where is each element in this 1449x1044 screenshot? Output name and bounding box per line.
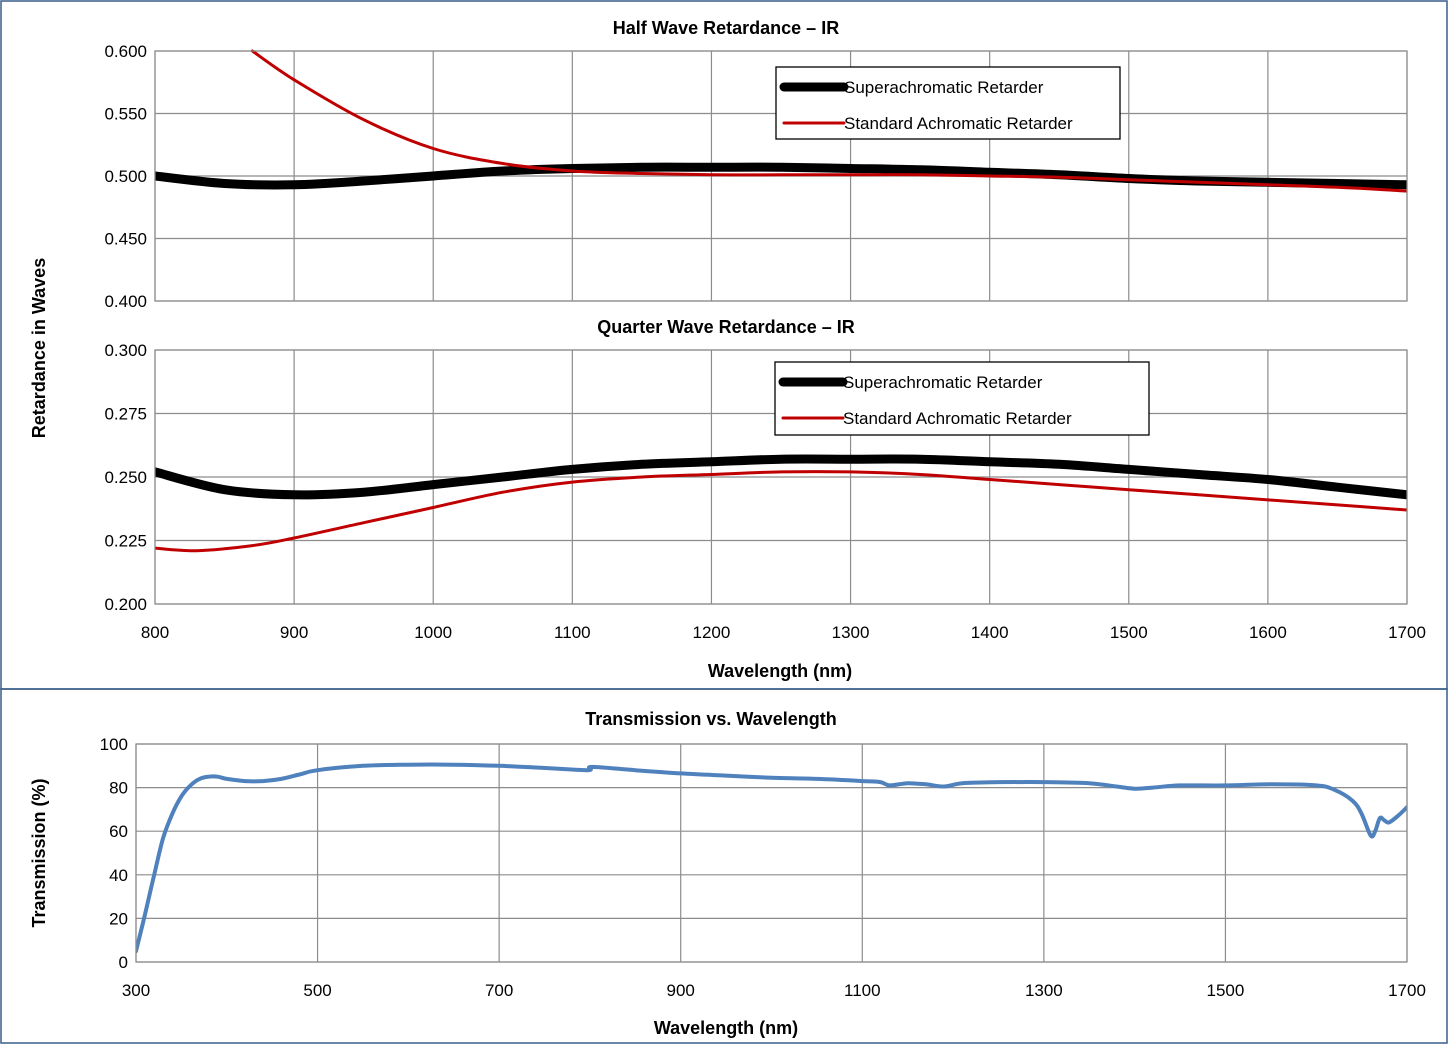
quarter-wave-plot-frame	[154, 349, 1408, 605]
quarter-wave-series	[155, 454, 1407, 553]
transmission-x-tick-label: 1500	[1207, 981, 1245, 1000]
quarter-wave-x-tick-label: 1500	[1110, 623, 1148, 642]
half-wave-series	[155, 49, 1407, 193]
transmission-y-tick-label: 80	[109, 779, 128, 798]
quarter-wave-x-tick-label: 1300	[832, 623, 870, 642]
quarter-wave-standard-line	[155, 470, 1407, 553]
half-wave-y-tick-label: 0.400	[104, 292, 147, 311]
transmission-x-tick-label: 1100	[844, 981, 881, 1000]
quarter-wave-y-tick-label: 0.275	[104, 405, 147, 424]
quarter-wave-y-ticks: 0.200 0.225 0.250 0.275 0.300	[104, 341, 147, 614]
bottom-panel-frame	[0, 688, 1448, 1044]
half-wave-legend: Superachromatic Retarder Standard Achroma…	[775, 66, 1121, 140]
quarter-wave-y-tick-label: 0.250	[104, 468, 147, 487]
half-wave-y-tick-label: 0.600	[104, 42, 147, 61]
half-wave-standard-line	[250, 49, 1407, 193]
top-panel-frame	[0, 0, 1448, 690]
transmission-series	[136, 762, 1407, 954]
quarter-wave-y-tick-label: 0.225	[104, 532, 147, 551]
transmission-transmission-line	[136, 762, 1407, 954]
quarter-wave-legend-box	[774, 361, 1150, 436]
transmission-plot-frame	[135, 743, 1408, 963]
transmission-x-ticks: 300 500 700 900 1100 1300 1500 1700	[122, 981, 1426, 1000]
transmission-x-tick-label: 1300	[1025, 981, 1063, 1000]
transmission-x-tick-label: 900	[667, 981, 695, 1000]
quarter-wave-x-tick-label: 1700	[1388, 623, 1426, 642]
quarter-wave-legend: Superachromatic Retarder Standard Achroma…	[774, 361, 1150, 436]
half-wave-legend-box	[775, 66, 1121, 140]
half-wave-plot-frame	[154, 50, 1408, 302]
transmission-x-tick-label: 300	[122, 981, 150, 1000]
half-wave-legend-label-superachromatic: Superachromatic Retarder	[844, 78, 1044, 97]
transmission-x-tick-label: 1700	[1388, 981, 1426, 1000]
half-wave-y-tick-label: 0.500	[104, 167, 147, 186]
retardance-y-axis-label: Retardance in Waves	[29, 258, 49, 438]
quarter-wave-chart-title: Quarter Wave Retardance – IR	[597, 317, 854, 337]
quarter-wave-y-tick-label: 0.300	[104, 341, 147, 360]
quarter-wave-x-tick-label: 1200	[693, 623, 731, 642]
transmission-chart-title: Transmission vs. Wavelength	[585, 709, 836, 729]
half-wave-y-ticks: 0.400 0.450 0.500 0.550 0.600	[104, 42, 147, 311]
quarter-wave-x-tick-label: 1600	[1249, 623, 1287, 642]
transmission-x-axis-label: Wavelength (nm)	[654, 1018, 798, 1038]
quarter-wave-chart: Quarter Wave Retardance – IR 0.2000.2250…	[104, 317, 1425, 681]
quarter-wave-x-tick-label: 800	[141, 623, 169, 642]
quarter-wave-x-tick-label: 1100	[554, 623, 591, 642]
transmission-y-tick-label: 100	[100, 735, 128, 754]
transmission-x-tick-label: 700	[485, 981, 513, 1000]
transmission-x-tick-label: 500	[303, 981, 331, 1000]
quarter-wave-x-tick-label: 900	[280, 623, 308, 642]
quarter-wave-x-ticks: 800 900 1000 1100 1200 1300 1400 1500 1600 1700	[141, 623, 1426, 642]
half-wave-y-tick-label: 0.550	[104, 105, 147, 124]
half-wave-y-tick-label: 0.450	[104, 230, 147, 249]
transmission-y-tick-label: 60	[109, 822, 128, 841]
quarter-wave-superachromatic-line	[155, 454, 1407, 500]
transmission-y-axis-label: Transmission (%)	[29, 778, 49, 927]
transmission-chart: Transmission vs. Wavelength 0 20 40 60 80 100…	[29, 709, 1426, 1038]
half-wave-chart: Half Wave Retardance – IR 0.400 0.450 0.50…	[104, 18, 1408, 311]
quarter-wave-legend-label-superachromatic: Superachromatic Retarder	[843, 373, 1043, 392]
half-wave-legend-label-standard: Standard Achromatic Retarder	[844, 114, 1073, 133]
quarter-wave-x-tick-label: 1400	[971, 623, 1009, 642]
transmission-y-ticks: 0 20 40 60 80 100	[100, 735, 128, 972]
transmission-y-tick-label: 0	[119, 953, 128, 972]
half-wave-chart-title: Half Wave Retardance – IR	[613, 18, 839, 38]
quarter-wave-legend-label-standard: Standard Achromatic Retarder	[843, 409, 1072, 428]
quarter-wave-y-tick-label: 0.200	[104, 595, 147, 614]
transmission-y-tick-label: 40	[109, 866, 128, 885]
quarter-wave-x-axis-label: Wavelength (nm)	[708, 661, 852, 681]
transmission-y-tick-label: 20	[109, 909, 128, 928]
quarter-wave-x-tick-label: 1000	[414, 623, 452, 642]
